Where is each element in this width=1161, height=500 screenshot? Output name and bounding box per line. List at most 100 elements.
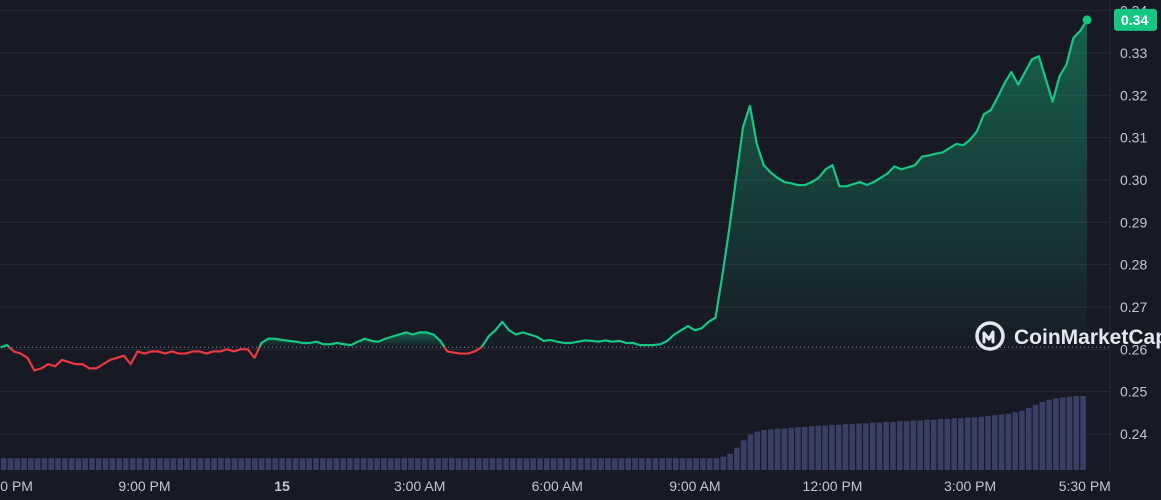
volume-bar [849, 424, 856, 470]
volume-bar [1059, 397, 1066, 470]
y-tick-label: 0.27 [1120, 299, 1147, 315]
x-tick-label: 12:00 PM [803, 478, 863, 494]
volume-bar [788, 427, 794, 470]
volume-bar [394, 458, 401, 470]
volume-bar [598, 458, 604, 470]
volume-bar [258, 458, 265, 470]
volume-bar [611, 458, 618, 470]
volume-bar [1025, 407, 1032, 470]
volume-bar [557, 458, 564, 470]
volume-bar [768, 429, 774, 470]
volume-bar [516, 458, 523, 470]
volume-bar [808, 426, 815, 470]
volume-bar [469, 458, 475, 470]
volume-bar [537, 458, 543, 470]
price-line-down-segment [8, 346, 261, 372]
volume-bar [795, 427, 801, 470]
price-line [0, 19, 1089, 372]
volume-bar [679, 458, 686, 470]
volume-bar [347, 458, 353, 470]
volume-bar [747, 434, 754, 470]
x-tick-label: 3:00 AM [394, 478, 445, 494]
last-price-badge: 0.34 [1114, 8, 1157, 31]
volume-bar [306, 458, 312, 470]
volume-bar [28, 458, 34, 470]
volume-bar [374, 458, 380, 470]
volume-bar [863, 423, 869, 470]
price-line-down-segment [443, 346, 483, 355]
volume-bar [55, 458, 61, 470]
volume-bar [883, 421, 890, 470]
volume-bar [951, 418, 957, 470]
x-tick-label: 6:00 PM [0, 478, 33, 494]
volume-bar [924, 419, 930, 470]
volume-bar [1080, 396, 1086, 470]
volume-bar [523, 458, 530, 470]
volume-bar [896, 421, 903, 470]
grid-lines [0, 0, 1111, 470]
volume-bar [102, 458, 109, 470]
volume-bar [204, 458, 211, 470]
volume-bar [917, 420, 923, 470]
volume-bar [313, 458, 319, 470]
volume-bar [571, 458, 577, 470]
volume-bar [1012, 412, 1018, 470]
volume-bar [123, 458, 129, 470]
volume-bar [381, 458, 387, 470]
volume-bar [218, 458, 224, 470]
volume-bar [998, 414, 1005, 470]
volume-bar [360, 458, 367, 470]
volume-bar [272, 458, 279, 470]
volume-bar [170, 458, 177, 470]
volume-bar [326, 458, 333, 470]
volume-bar [408, 458, 414, 470]
y-tick-label: 0.28 [1120, 257, 1147, 273]
volume-bar [353, 458, 360, 470]
volume-bar [157, 458, 163, 470]
volume-bar [835, 424, 842, 470]
volume-bar [1073, 396, 1080, 470]
volume-bar [163, 458, 170, 470]
volume-bar [801, 427, 808, 470]
volume-bar [211, 458, 217, 470]
volume-bar [964, 417, 971, 470]
volume-bar [510, 458, 516, 470]
volume-bar [82, 458, 88, 470]
watermark-text: CoinMarketCap [1014, 326, 1161, 349]
volume-bar [265, 458, 272, 470]
volume-bar [75, 458, 82, 470]
volume-bar [435, 458, 441, 470]
volume-bar [781, 428, 788, 470]
x-tick-label: 3:00 PM [944, 478, 996, 494]
volume-bar [503, 458, 509, 470]
volume-bar [584, 458, 591, 470]
volume-bar [625, 458, 632, 470]
volume-bar [252, 458, 258, 470]
volume-bar [761, 430, 767, 470]
y-tick-label: 0.26 [1120, 341, 1147, 357]
price-line-up-segment [0, 343, 10, 349]
volume-bar [1053, 398, 1059, 470]
x-tick-label: 9:00 PM [118, 478, 170, 494]
volume-bar [14, 458, 21, 470]
volume-bar [876, 422, 883, 470]
volume-bar [659, 458, 665, 470]
volume-bar [48, 458, 55, 470]
volume-bar [95, 458, 102, 470]
y-tick-label: 0.29 [1120, 214, 1147, 230]
volume-bar [197, 458, 204, 470]
x-tick-label: 15 [274, 478, 290, 494]
volume-bar [530, 458, 537, 470]
x-tick-label: 5:30 PM [1059, 478, 1111, 494]
volume-bar [245, 458, 251, 470]
volume-bar [713, 458, 720, 470]
volume-bar [62, 458, 68, 470]
volume-bar [666, 458, 672, 470]
volume-bar [177, 458, 184, 470]
volume-bar [1005, 413, 1012, 470]
last-price-dot [1082, 15, 1092, 25]
volume-bar [387, 458, 394, 470]
coinmarketcap-watermark: CoinMarketCap [975, 321, 1161, 351]
volume-bar [652, 458, 659, 470]
volume-bar [740, 440, 747, 470]
